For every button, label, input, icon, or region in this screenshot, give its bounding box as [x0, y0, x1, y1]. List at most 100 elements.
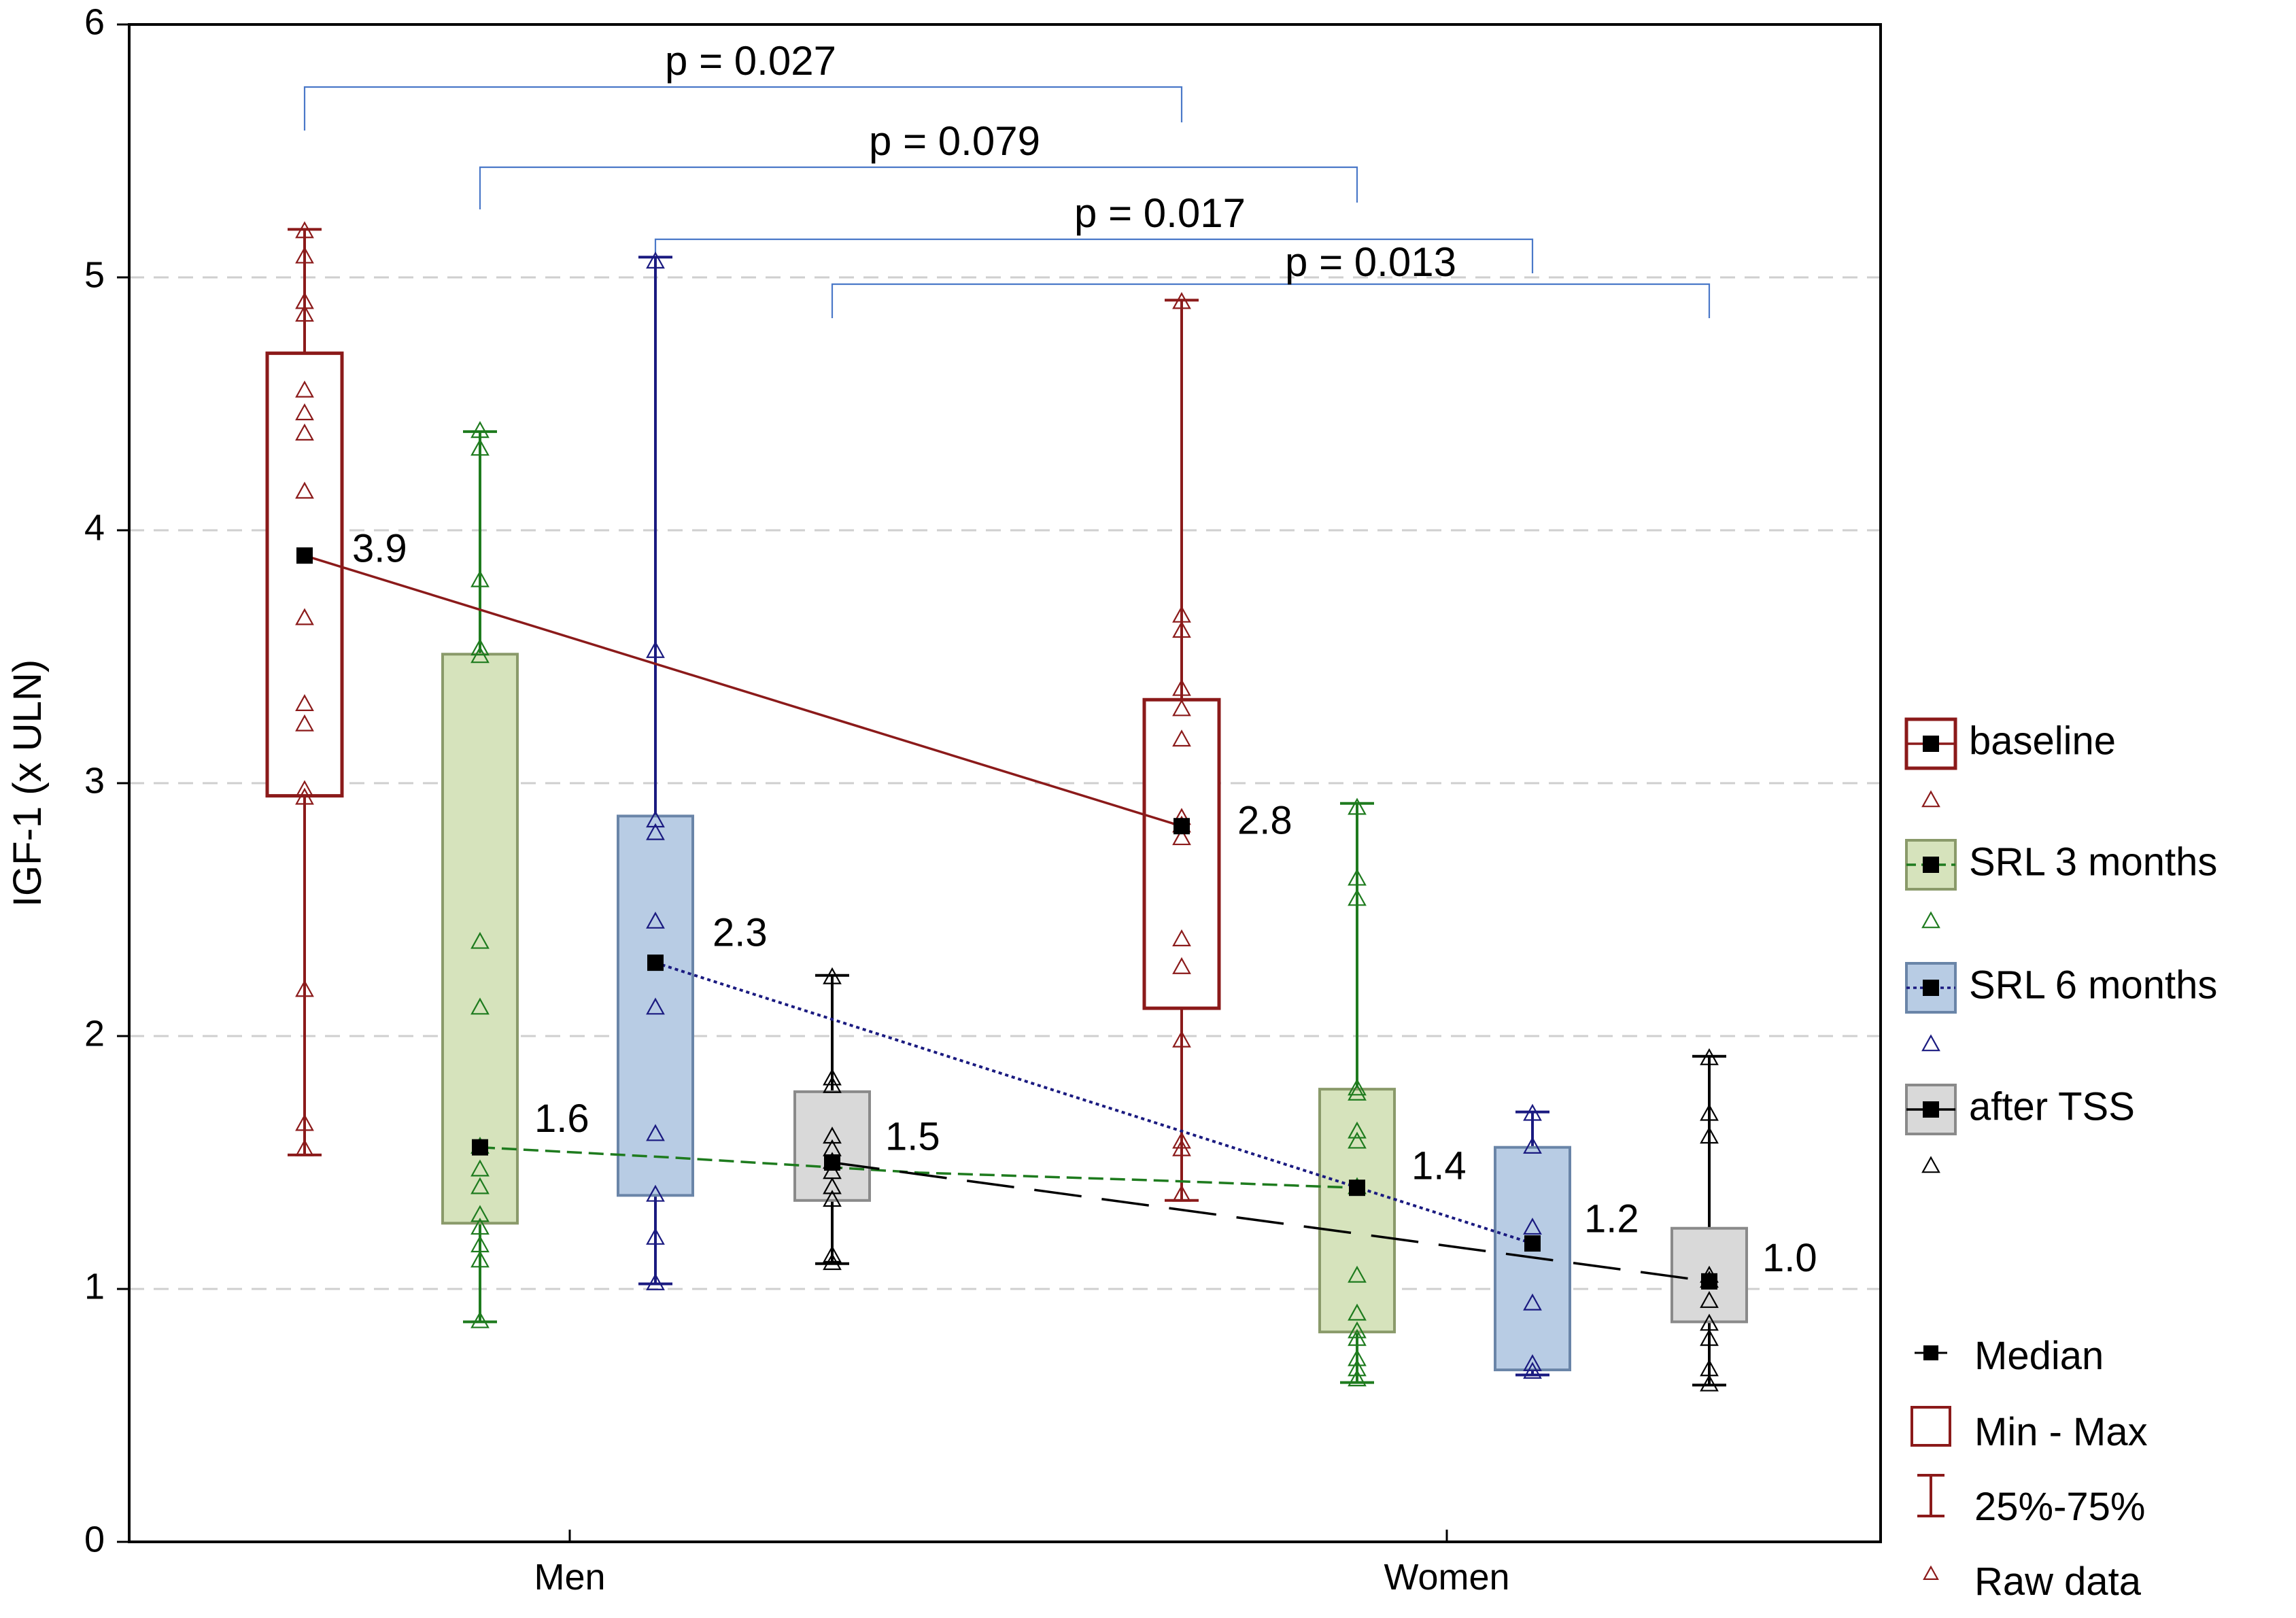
plot-frame — [128, 23, 1882, 1543]
raw-point-after-tss-men-11 — [823, 967, 842, 984]
legend-key-label-25-75-: 25%-75% — [1974, 1485, 2145, 1529]
median-marker-after-tss-men — [824, 1154, 840, 1171]
raw-point-baseline-men-16 — [295, 221, 314, 239]
raw-point-after-tss-men-8 — [823, 1126, 842, 1144]
median-label-srl-3-months-men: 1.6 — [534, 1097, 589, 1141]
median-value-labels: 3.9 2.8 1.6 1.4 2.3 1.2 1.5 1.0 — [352, 527, 1817, 1281]
legend-median-after-tss — [1923, 1101, 1939, 1118]
legend-key-median-icon — [1923, 1345, 1938, 1360]
raw-point-baseline-women-15 — [1172, 292, 1191, 309]
significance-bracket-4 — [831, 283, 1711, 318]
raw-point-srl-6-months-men-2 — [646, 1227, 665, 1245]
raw-point-after-tss-women-8 — [1700, 1126, 1719, 1144]
legend-key-label-min-max: Min - Max — [1974, 1410, 2148, 1454]
p-value-label-1: p = 0.027 — [665, 38, 836, 84]
raw-point-srl-6-months-men-9 — [646, 640, 665, 658]
raw-point-srl-3-months-women-6 — [1348, 1303, 1367, 1321]
raw-point-srl-6-months-women-5 — [1523, 1137, 1542, 1154]
raw-point-after-tss-men-4 — [823, 1177, 842, 1194]
raw-point-after-tss-men-10 — [823, 1068, 842, 1086]
legend-key-label-raw-data: Raw data — [1974, 1560, 2142, 1604]
legend-median-srl-3-months — [1923, 857, 1939, 873]
box-after-tss-men — [793, 1090, 871, 1202]
median-marker-after-tss-women — [1701, 1273, 1717, 1290]
raw-point-after-tss-women-9 — [1700, 1103, 1719, 1121]
raw-point-srl-6-months-men-10 — [646, 252, 665, 269]
raw-point-after-tss-men-2 — [823, 1245, 842, 1262]
legend-label-after-tss: after TSS — [1969, 1084, 2135, 1129]
raw-point-baseline-women-5 — [1172, 957, 1191, 974]
median-marker-srl-6-months-women — [1524, 1235, 1541, 1252]
raw-point-srl-6-months-men-1 — [646, 1273, 665, 1290]
raw-point-srl-3-months-men-9 — [470, 997, 490, 1015]
raw-point-srl-3-months-women-9 — [1348, 1131, 1367, 1149]
raw-point-srl-3-months-men-4 — [470, 1218, 490, 1235]
p-value-label-3: p = 0.017 — [1074, 190, 1246, 236]
median-marker-baseline-men — [296, 547, 313, 564]
raw-point-baseline-women-4 — [1172, 1030, 1191, 1048]
raw-point-srl-6-months-men-6 — [646, 911, 665, 929]
legend-raw-baseline — [1921, 790, 1940, 808]
x-tick-label-men: Men — [534, 1557, 605, 1598]
raw-point-baseline-men-3 — [295, 980, 314, 997]
significance-bracket-3 — [654, 238, 1534, 273]
raw-point-baseline-men-6 — [295, 714, 314, 731]
legend-label-srl-3-months: SRL 3 months — [1969, 840, 2217, 884]
box-baseline-women — [1142, 698, 1221, 1010]
raw-point-srl-3-months-men-1 — [470, 1311, 490, 1328]
legend-key-raw-icon — [1923, 1565, 1939, 1580]
raw-point-after-tss-women-5 — [1700, 1290, 1719, 1308]
legend-raw-after-tss — [1921, 1156, 1940, 1173]
raw-point-srl-3-months-men-15 — [470, 421, 490, 438]
raw-point-srl-3-months-women-10 — [1348, 1121, 1367, 1139]
raw-point-srl-6-months-women-4 — [1523, 1218, 1542, 1235]
median-trend-srl-6-months — [655, 961, 1533, 1245]
y-tick-label-4: 4 — [84, 507, 105, 548]
median-label-srl-6-months-women: 1.2 — [1584, 1197, 1639, 1241]
raw-point-baseline-men-1 — [295, 1139, 314, 1156]
box-srl-3-months-women — [1318, 1088, 1396, 1334]
raw-point-srl-6-months-men-8 — [646, 810, 665, 828]
box-srl-6-months-men — [617, 814, 694, 1197]
median-marker-baseline-women — [1173, 818, 1190, 835]
raw-point-srl-3-months-women-5 — [1348, 1321, 1367, 1339]
raw-point-baseline-men-10 — [295, 423, 314, 441]
p-value-label-2: p = 0.079 — [869, 118, 1040, 164]
raw-point-baseline-men-11 — [295, 403, 314, 421]
legend-key-label-median: Median — [1974, 1334, 2104, 1378]
raw-point-baseline-women-13 — [1172, 621, 1191, 638]
raw-point-baseline-women-10 — [1172, 729, 1191, 747]
raw-point-baseline-women-1 — [1172, 1184, 1191, 1202]
raw-point-srl-3-months-women-14 — [1348, 868, 1367, 886]
p-value-label-4: p = 0.013 — [1285, 239, 1456, 285]
raw-point-after-tss-men-3 — [823, 1190, 842, 1207]
raw-point-after-tss-women-2 — [1700, 1359, 1719, 1377]
significance-bracket-2 — [479, 166, 1358, 209]
box-srl-3-months-men — [441, 653, 519, 1225]
raw-point-baseline-men-9 — [295, 481, 314, 499]
legend-label-baseline: baseline — [1969, 719, 2116, 763]
raw-point-after-tss-women-1 — [1700, 1374, 1719, 1392]
raw-point-srl-3-months-men-2 — [470, 1250, 490, 1268]
raw-point-baseline-men-12 — [295, 380, 314, 398]
legend-median-baseline — [1923, 736, 1939, 752]
raw-point-baseline-men-14 — [295, 292, 314, 309]
raw-point-srl-3-months-women-7 — [1348, 1265, 1367, 1283]
raw-point-srl-3-months-men-6 — [470, 1177, 490, 1194]
box-plots — [265, 228, 1748, 1387]
raw-point-srl-3-months-men-10 — [470, 931, 490, 949]
raw-point-baseline-women-11 — [1172, 699, 1191, 717]
median-marker-srl-3-months-men — [472, 1139, 488, 1156]
raw-point-baseline-men-7 — [295, 694, 314, 711]
raw-point-srl-6-months-men-4 — [646, 1124, 665, 1141]
raw-point-srl-6-months-women-6 — [1523, 1103, 1542, 1121]
raw-point-srl-3-months-men-14 — [470, 438, 490, 456]
raw-point-srl-3-months-women-15 — [1348, 797, 1367, 815]
raw-point-srl-3-months-women-12 — [1348, 1078, 1367, 1096]
y-tick-label-5: 5 — [84, 254, 105, 295]
raw-point-srl-3-months-women-1 — [1348, 1369, 1367, 1387]
raw-point-baseline-women-14 — [1172, 605, 1191, 623]
legend-key-minmax-icon — [1911, 1406, 1951, 1447]
median-label-srl-3-months-women: 1.4 — [1411, 1144, 1467, 1188]
